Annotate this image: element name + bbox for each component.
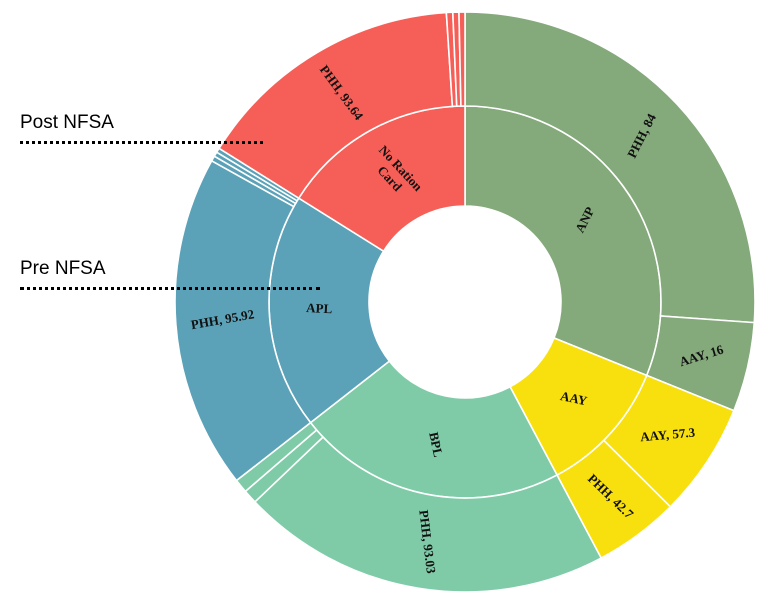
post-nfsa-label: Post NFSA [20,112,114,133]
pre-nfsa-label: Pre NFSA [20,258,106,279]
post-nfsa-leader-line [20,141,263,144]
inner-label-aay: AAY [559,388,589,408]
outer-segment-bpl-phh-0 [253,435,603,593]
inner-label-bpl: BPL [426,431,446,459]
inner-label-apl: APL [306,300,333,316]
outer-label-aay-aay: AAY, 57.3 [640,425,697,445]
center-hole [369,206,561,398]
pre-nfsa-leader-line [20,287,320,290]
outer-segment-anp-phh-0 [464,11,756,324]
outer-segment-no-ration-card-other-3 [458,11,466,107]
